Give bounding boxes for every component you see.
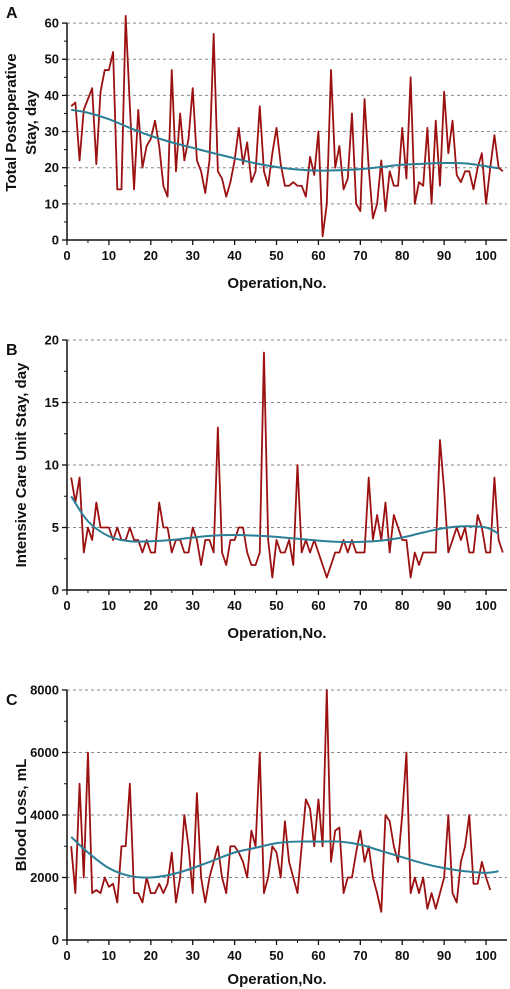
y-tick-label: 0 <box>52 583 59 598</box>
x-tick-label: 100 <box>475 948 497 963</box>
y-tick-label: 20 <box>45 160 59 175</box>
panel-a: A 0 10 20 30 40 50 60 0 10 20 30 40 50 60 70 80 90 100 Oper… <box>3 5 507 292</box>
y-tick-label: 40 <box>45 88 59 103</box>
x-tick-label: 20 <box>144 598 158 613</box>
y-axis-label: Intensive Care Unit Stay, day <box>13 362 30 567</box>
trend-line <box>70 836 499 879</box>
trend-line <box>71 108 499 172</box>
x-tick-label: 90 <box>437 248 451 263</box>
y-tick-label: 20 <box>45 333 59 348</box>
y-tick-label: 60 <box>45 16 59 31</box>
x-tick-label: 30 <box>185 248 199 263</box>
x-tick-label: 70 <box>353 248 367 263</box>
trend-line <box>70 495 500 544</box>
x-tick-label: 10 <box>102 248 116 263</box>
x-tick-label: 100 <box>475 598 497 613</box>
x-tick-label: 100 <box>475 248 497 263</box>
y-tick-label: 50 <box>45 52 59 67</box>
panel-letter: B <box>6 342 18 359</box>
y-tick-label: 4000 <box>30 808 59 823</box>
x-axis-label: Operation,No. <box>227 275 326 292</box>
x-tick-label: 70 <box>353 598 367 613</box>
x-tick-label: 50 <box>269 248 283 263</box>
x-axis-label: Operation,No. <box>227 625 326 642</box>
x-tick-label: 20 <box>144 248 158 263</box>
panel-b: B 0 5 10 15 20 0 10 20 30 40 50 60 70 80 90 100 Operation… <box>6 333 507 642</box>
x-tick-label: 70 <box>353 948 367 963</box>
x-tick-label: 40 <box>227 598 241 613</box>
raw-data-line <box>70 14 504 238</box>
x-tick-label: 80 <box>395 248 409 263</box>
x-tick-label: 50 <box>269 948 283 963</box>
x-tick-label: 50 <box>269 598 283 613</box>
x-tick-label: 30 <box>185 598 199 613</box>
x-tick-label: 80 <box>395 598 409 613</box>
x-tick-label: 30 <box>185 948 199 963</box>
x-tick-label: 60 <box>311 948 325 963</box>
y-tick-label: 10 <box>45 196 59 211</box>
y-tick-label: 2000 <box>30 870 59 885</box>
x-tick-label: 40 <box>227 948 241 963</box>
y-tick-label: 8000 <box>30 683 59 698</box>
y-tick-label: 15 <box>45 395 59 410</box>
panel-c: C 0 2000 4000 6000 8000 0 10 20 30 40 50 60 70 80 90 100… <box>6 683 507 988</box>
x-tick-label: 90 <box>437 948 451 963</box>
y-tick-label: 0 <box>52 233 59 248</box>
x-tick-label: 60 <box>311 598 325 613</box>
x-tick-label: 60 <box>311 248 325 263</box>
x-tick-label: 90 <box>437 598 451 613</box>
x-tick-label: 10 <box>102 948 116 963</box>
raw-data-line <box>70 351 504 579</box>
x-tick-label: 10 <box>102 598 116 613</box>
x-tick-label: 0 <box>63 248 70 263</box>
x-tick-label: 0 <box>63 598 70 613</box>
y-tick-label: 6000 <box>30 745 59 760</box>
y-tick-label: 30 <box>45 124 59 139</box>
x-axis-label: Operation,No. <box>227 971 326 988</box>
y-tick-label: 5 <box>52 520 59 535</box>
y-axis-label: Stay, day <box>23 89 40 154</box>
y-axis-label: Blood Loss, mL <box>13 759 30 872</box>
y-axis-label: Total Postoperative <box>3 53 20 191</box>
x-tick-label: 80 <box>395 948 409 963</box>
raw-data-line <box>70 689 492 913</box>
x-tick-label: 20 <box>144 948 158 963</box>
x-tick-label: 40 <box>227 248 241 263</box>
y-tick-label: 0 <box>52 933 59 948</box>
panel-letter: C <box>6 692 18 709</box>
y-tick-label: 10 <box>45 458 59 473</box>
panel-letter: A <box>6 5 18 22</box>
x-tick-label: 0 <box>63 948 70 963</box>
